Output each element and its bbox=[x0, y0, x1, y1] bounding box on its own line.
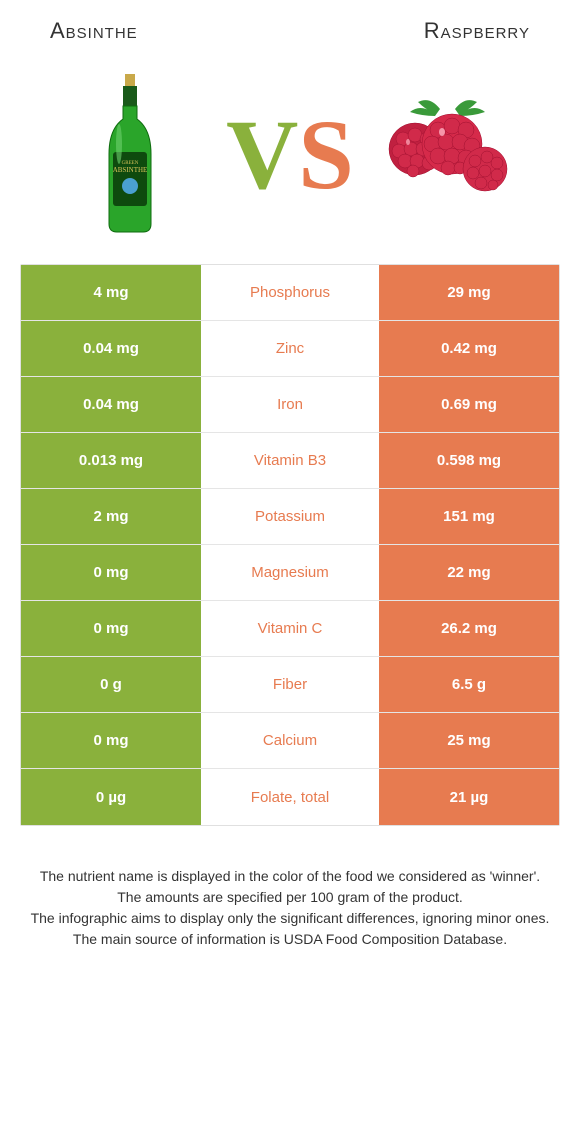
nutrient-label-cell: Potassium bbox=[201, 489, 379, 544]
vs-letter-s: S bbox=[298, 97, 354, 212]
left-value-cell: 2 mg bbox=[21, 489, 201, 544]
left-value-cell: 4 mg bbox=[21, 265, 201, 320]
vs-letter-v: V bbox=[226, 97, 298, 212]
vs-label: VS bbox=[226, 97, 354, 212]
right-value-cell: 21 µg bbox=[379, 769, 559, 825]
right-value-cell: 0.69 mg bbox=[379, 377, 559, 432]
right-value-cell: 0.598 mg bbox=[379, 433, 559, 488]
table-row: 0 mgVitamin C26.2 mg bbox=[21, 601, 559, 657]
footnote-line: The main source of information is USDA F… bbox=[30, 929, 550, 950]
right-food-title: Raspberry bbox=[424, 18, 530, 44]
table-row: 0.04 mgZinc0.42 mg bbox=[21, 321, 559, 377]
left-value-cell: 0 mg bbox=[21, 713, 201, 768]
right-value-cell: 22 mg bbox=[379, 545, 559, 600]
svg-text:ABSINTHE: ABSINTHE bbox=[113, 166, 148, 174]
footnote-line: The infographic aims to display only the… bbox=[30, 908, 550, 929]
nutrient-label-cell: Calcium bbox=[201, 713, 379, 768]
left-value-cell: 0.04 mg bbox=[21, 321, 201, 376]
raspberry-icon bbox=[380, 94, 520, 214]
footnote-line: The nutrient name is displayed in the co… bbox=[30, 866, 550, 887]
left-value-cell: 0 mg bbox=[21, 545, 201, 600]
absinthe-bottle-icon: ABSINTHE GREEN bbox=[95, 74, 165, 234]
footnotes: The nutrient name is displayed in the co… bbox=[0, 826, 580, 970]
header-row: Absinthe Raspberry bbox=[0, 0, 580, 54]
left-food-image: ABSINTHE GREEN bbox=[60, 74, 200, 234]
svg-text:GREEN: GREEN bbox=[122, 161, 139, 166]
nutrient-label-cell: Zinc bbox=[201, 321, 379, 376]
nutrient-label-cell: Fiber bbox=[201, 657, 379, 712]
image-vs-row: ABSINTHE GREEN VS bbox=[0, 54, 580, 264]
nutrient-label-cell: Phosphorus bbox=[201, 265, 379, 320]
table-row: 4 mgPhosphorus29 mg bbox=[21, 265, 559, 321]
table-row: 0 mgCalcium25 mg bbox=[21, 713, 559, 769]
comparison-table: 4 mgPhosphorus29 mg0.04 mgZinc0.42 mg0.0… bbox=[20, 264, 560, 826]
table-row: 0.04 mgIron0.69 mg bbox=[21, 377, 559, 433]
left-value-cell: 0.013 mg bbox=[21, 433, 201, 488]
table-row: 0.013 mgVitamin B30.598 mg bbox=[21, 433, 559, 489]
nutrient-label-cell: Vitamin C bbox=[201, 601, 379, 656]
nutrient-label-cell: Vitamin B3 bbox=[201, 433, 379, 488]
nutrient-label-cell: Iron bbox=[201, 377, 379, 432]
right-value-cell: 151 mg bbox=[379, 489, 559, 544]
left-value-cell: 0 g bbox=[21, 657, 201, 712]
right-value-cell: 6.5 g bbox=[379, 657, 559, 712]
table-row: 0 mgMagnesium22 mg bbox=[21, 545, 559, 601]
nutrient-label-cell: Folate, total bbox=[201, 769, 379, 825]
left-food-title: Absinthe bbox=[50, 18, 138, 44]
footnote-line: The amounts are specified per 100 gram o… bbox=[30, 887, 550, 908]
right-value-cell: 25 mg bbox=[379, 713, 559, 768]
right-value-cell: 26.2 mg bbox=[379, 601, 559, 656]
left-value-cell: 0.04 mg bbox=[21, 377, 201, 432]
left-value-cell: 0 µg bbox=[21, 769, 201, 825]
table-row: 2 mgPotassium151 mg bbox=[21, 489, 559, 545]
table-row: 0 µgFolate, total21 µg bbox=[21, 769, 559, 825]
left-value-cell: 0 mg bbox=[21, 601, 201, 656]
table-row: 0 gFiber6.5 g bbox=[21, 657, 559, 713]
right-value-cell: 29 mg bbox=[379, 265, 559, 320]
nutrient-label-cell: Magnesium bbox=[201, 545, 379, 600]
right-food-image bbox=[380, 74, 520, 234]
right-value-cell: 0.42 mg bbox=[379, 321, 559, 376]
